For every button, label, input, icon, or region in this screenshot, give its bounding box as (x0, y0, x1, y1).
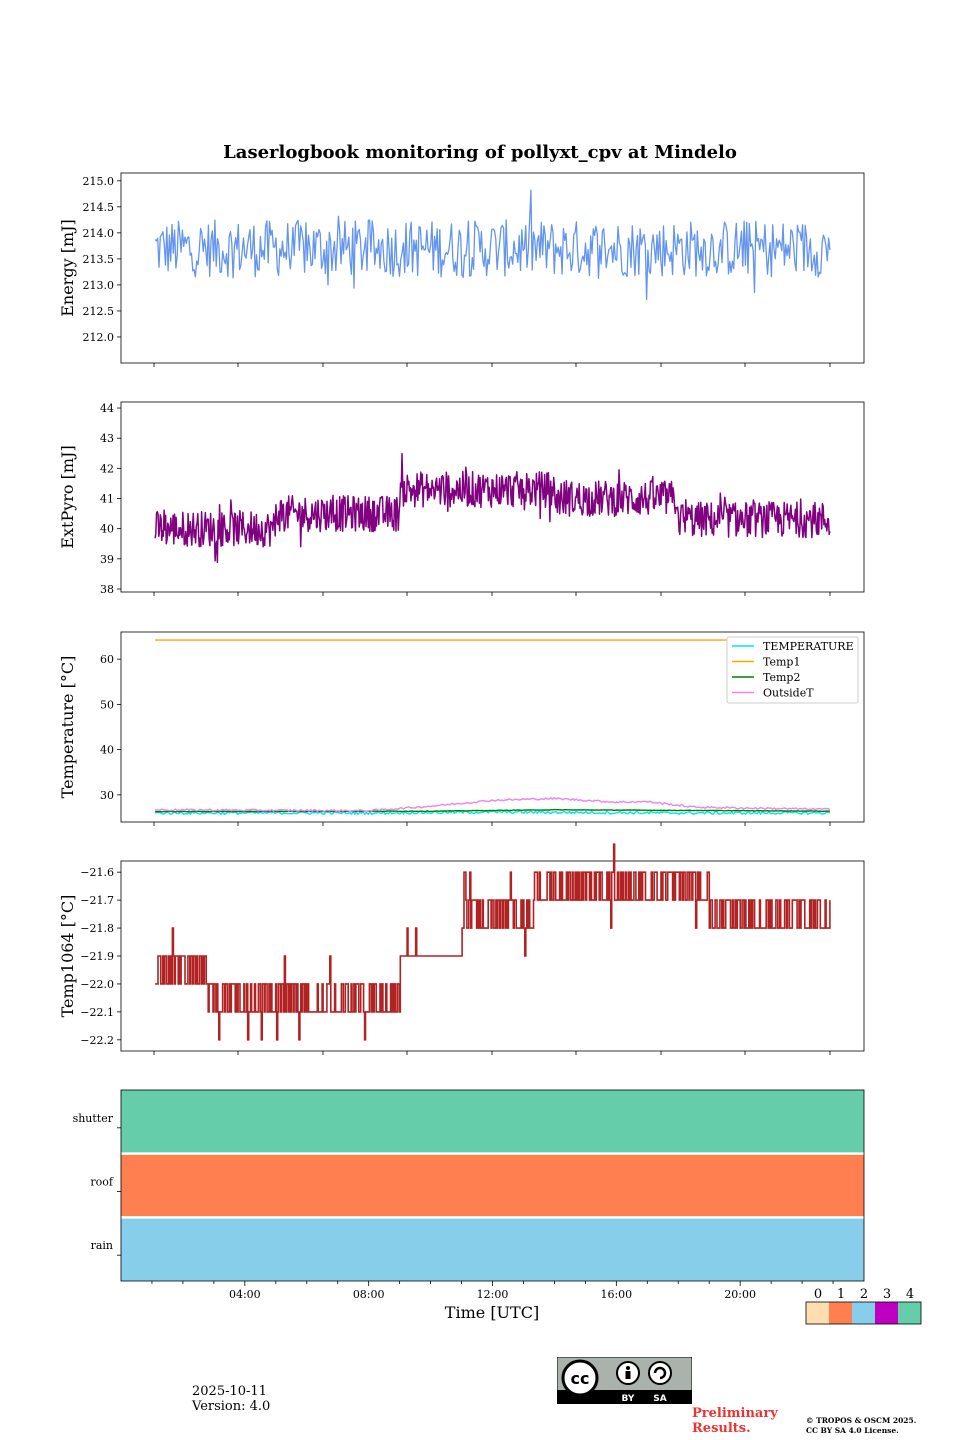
figure-title: Laserlogbook monitoring of pollyxt_cpv a… (223, 142, 737, 163)
x-tick-label: 16:00 (600, 1288, 632, 1301)
share-alike-icon (648, 1361, 672, 1385)
footer-info: 2025-10-11 Version: 4.0 (192, 1384, 270, 1414)
y-tick-label: −22.0 (80, 978, 114, 991)
panel-extpyro: 38 39 40 41 42 43 44 ExtPyro [mJ] (58, 401, 865, 596)
colorbar-tick-label: 3 (883, 1287, 891, 1302)
legend-label-temp1: Temp1 (763, 656, 800, 669)
status-row-label-roof: roof (90, 1176, 114, 1189)
y-axis-label: Temperature [°C] (58, 656, 77, 799)
colorbar-tick-label: 1 (837, 1287, 845, 1302)
colorbar-tick-label: 4 (906, 1287, 914, 1302)
x-tick-label: 04:00 (229, 1288, 261, 1301)
panel-status: shutter roof rain 04:00 08:00 12:00 16:00 20:00… (73, 1089, 922, 1325)
panel-temp1064: −22.2 −22.1 −22.0 −21.9 −21.8 −21.7 −21.6 Temp1… (58, 843, 865, 1055)
panel-temperature: TEMPERATURE Temp1 Temp2 OutsideT 30 40 50 60 Tem… (58, 631, 865, 826)
status-band-shutter (121, 1090, 864, 1154)
legend-label-temp2: Temp2 (763, 671, 800, 684)
y-tick-label: 212.5 (83, 305, 115, 318)
colorbar-swatch-3 (875, 1302, 898, 1324)
y-axis-label: Energy [mJ] (58, 219, 77, 317)
y-tick-label: 30 (100, 789, 114, 802)
colorbar-swatch-1 (829, 1302, 852, 1324)
status-band-roof (121, 1153, 864, 1218)
panel-frame (120, 631, 865, 823)
colorbar-frame (805, 1301, 922, 1325)
copyright-line-1: © TROPOS & OSCM 2025. (806, 1416, 917, 1425)
x-tick-label: 20:00 (724, 1288, 756, 1301)
panel-frame (120, 172, 865, 364)
panel-frame (120, 860, 865, 1052)
y-tick-label: 41 (100, 493, 114, 506)
sa-label: SA (653, 1394, 666, 1404)
x-tick-label: 12:00 (477, 1288, 509, 1301)
x-axis-label: Time [UTC] (445, 1303, 539, 1322)
series-line-temp2 (155, 808, 830, 813)
energy-series-line (154, 189, 831, 301)
y-axis-label: Temp1064 [°C] (58, 895, 77, 1018)
y-tick-label: 42 (100, 462, 114, 475)
colorbar-tick-label: 0 (814, 1287, 822, 1302)
preliminary-note: Preliminary Results. (692, 1406, 778, 1436)
x-tick-label: 08:00 (353, 1288, 385, 1301)
cc-by-sa-badge: cc BY SA (557, 1357, 692, 1404)
preliminary-line-1: Preliminary (692, 1406, 778, 1421)
version-label: Version: 4.0 (192, 1399, 271, 1414)
y-tick-label: 215.0 (83, 175, 115, 188)
y-tick-label: −22.2 (80, 1034, 114, 1047)
y-tick-label: 43 (100, 432, 114, 445)
y-tick-label: 212.0 (83, 331, 115, 344)
legend-label-temperature: TEMPERATURE (763, 640, 854, 653)
panel-energy: 212.0 212.5 213.0 213.5 214.0 214.5 215.0 Energ… (58, 172, 865, 367)
status-row-label-rain: rain (91, 1239, 113, 1252)
y-tick-label: 50 (100, 698, 114, 711)
y-tick-label: 60 (100, 653, 114, 666)
by-label: BY (622, 1394, 635, 1404)
status-band-rain (121, 1217, 864, 1281)
panel-frame (120, 401, 865, 593)
copyright-note: © TROPOS & OSCM 2025. CC BY SA 4.0 Licen… (806, 1416, 956, 1436)
y-tick-label: −21.6 (80, 866, 114, 879)
colorbar-swatch-4 (898, 1302, 921, 1324)
copyright-line-2: CC BY SA 4.0 License. (806, 1426, 899, 1435)
cc-text: cc (571, 1369, 590, 1388)
legend-label-outsidet: OutsideT (763, 687, 814, 700)
y-tick-label: −22.1 (80, 1006, 114, 1019)
legend: TEMPERATURE Temp1 Temp2 OutsideT (726, 636, 859, 704)
y-tick-label: −21.8 (80, 922, 114, 935)
run-date: 2025-10-11 (192, 1384, 267, 1399)
series-line-outsidet (154, 796, 831, 813)
series-line-temperature (154, 809, 830, 816)
y-tick-label: 214.0 (83, 227, 115, 240)
y-tick-label: −21.9 (80, 950, 114, 963)
y-tick-label: 40 (100, 523, 114, 536)
y-tick-label: 38 (100, 583, 114, 596)
y-tick-label: 214.5 (83, 201, 115, 214)
y-tick-label: 213.0 (83, 279, 115, 292)
preliminary-line-2: Results. (692, 1421, 751, 1436)
legend-box (726, 636, 859, 704)
y-tick-label: 40 (100, 744, 114, 757)
y-tick-label: 44 (100, 402, 114, 415)
temp1064-series-line (155, 843, 831, 1041)
y-axis-label: ExtPyro [mJ] (58, 445, 77, 548)
extpyro-series-line (154, 452, 831, 564)
cc-icon (561, 1359, 599, 1397)
y-tick-label: 39 (100, 553, 114, 566)
y-tick-label: −21.7 (80, 894, 114, 907)
colorbar-swatch-0 (806, 1302, 829, 1324)
status-row-label-shutter: shutter (73, 1112, 114, 1125)
colorbar-swatch-2 (852, 1302, 875, 1324)
y-tick-label: 213.5 (83, 253, 115, 266)
colorbar-tick-label: 2 (860, 1287, 868, 1302)
